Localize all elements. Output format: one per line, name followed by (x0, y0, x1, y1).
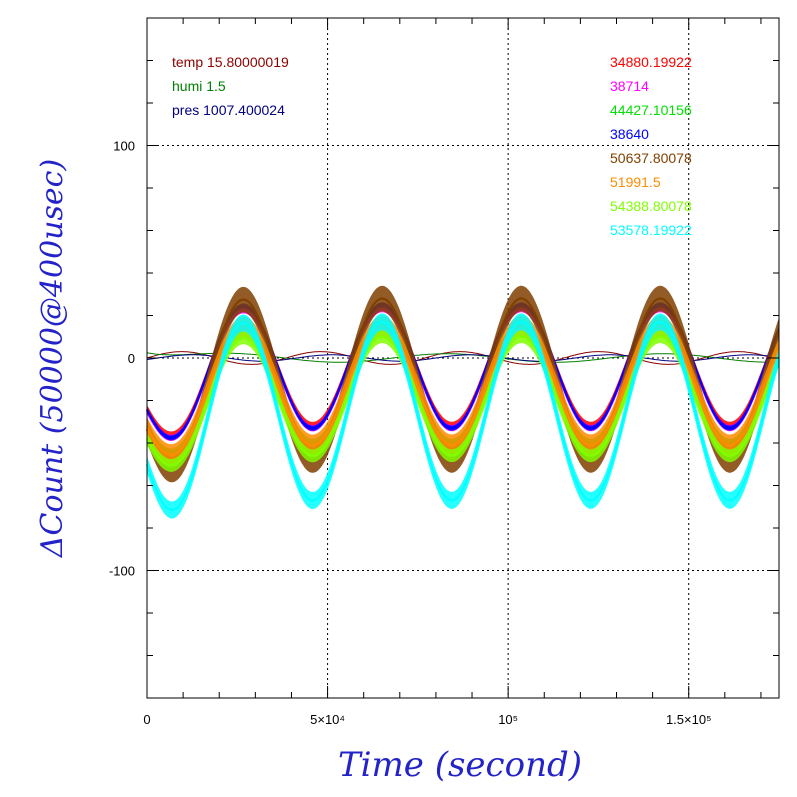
series-legend-entry-6: 54388.80078 (610, 198, 692, 214)
environment-legend-entry-2: pres 1007.400024 (172, 102, 285, 118)
series-legend-entry-0: 34880.19922 (610, 54, 692, 70)
x-tick-label-1: 5×10⁴ (310, 712, 345, 727)
series-band-6 (147, 330, 779, 472)
y-tick-label-2: -100 (109, 564, 135, 579)
series-legend-entry-2: 44427.10156 (610, 102, 692, 118)
series-legend-entry-4: 50637.80078 (610, 150, 692, 166)
environment-line-1 (146, 352, 779, 363)
series-line-6 (146, 335, 780, 467)
environment-legend-entry-0: temp 15.80000019 (172, 54, 289, 70)
x-axis-label: Time (second) (338, 745, 582, 785)
environment-lines (146, 351, 780, 365)
series-band-5 (147, 315, 779, 466)
x-tick-label-0: 0 (143, 712, 150, 727)
y-axis-label: ΔCount (50000@400usec) (35, 159, 70, 558)
environment-legend: temp 15.80000019 humi 1.5 pres 1007.400024 (172, 54, 289, 118)
series-legend-entry-3: 38640 (610, 126, 649, 142)
series-legend-entry-7: 53578.19922 (610, 222, 692, 238)
x-tick-label-2: 10⁵ (498, 712, 518, 727)
minor-ticks (147, 18, 779, 698)
series-line-7 (145, 320, 780, 512)
environment-legend-entry-1: humi 1.5 (172, 78, 226, 94)
y-tick-label-0: 100 (113, 139, 135, 154)
series-legend: 34880.19922 38714 44427.10156 38640 50637.80… (610, 54, 692, 238)
series-lines (145, 285, 780, 519)
x-tick-label-3: 1.5×10⁵ (666, 712, 712, 727)
series-legend-entry-1: 38714 (610, 78, 649, 94)
tick-labels: 0 5×10⁴ 10⁵ 1.5×10⁵ 100 0 -100 (109, 139, 712, 728)
environment-line-2 (146, 354, 780, 362)
y-tick-label-1: 0 (128, 351, 135, 366)
environment-line-0 (146, 351, 780, 365)
series-legend-entry-5: 51991.5 (610, 174, 661, 190)
